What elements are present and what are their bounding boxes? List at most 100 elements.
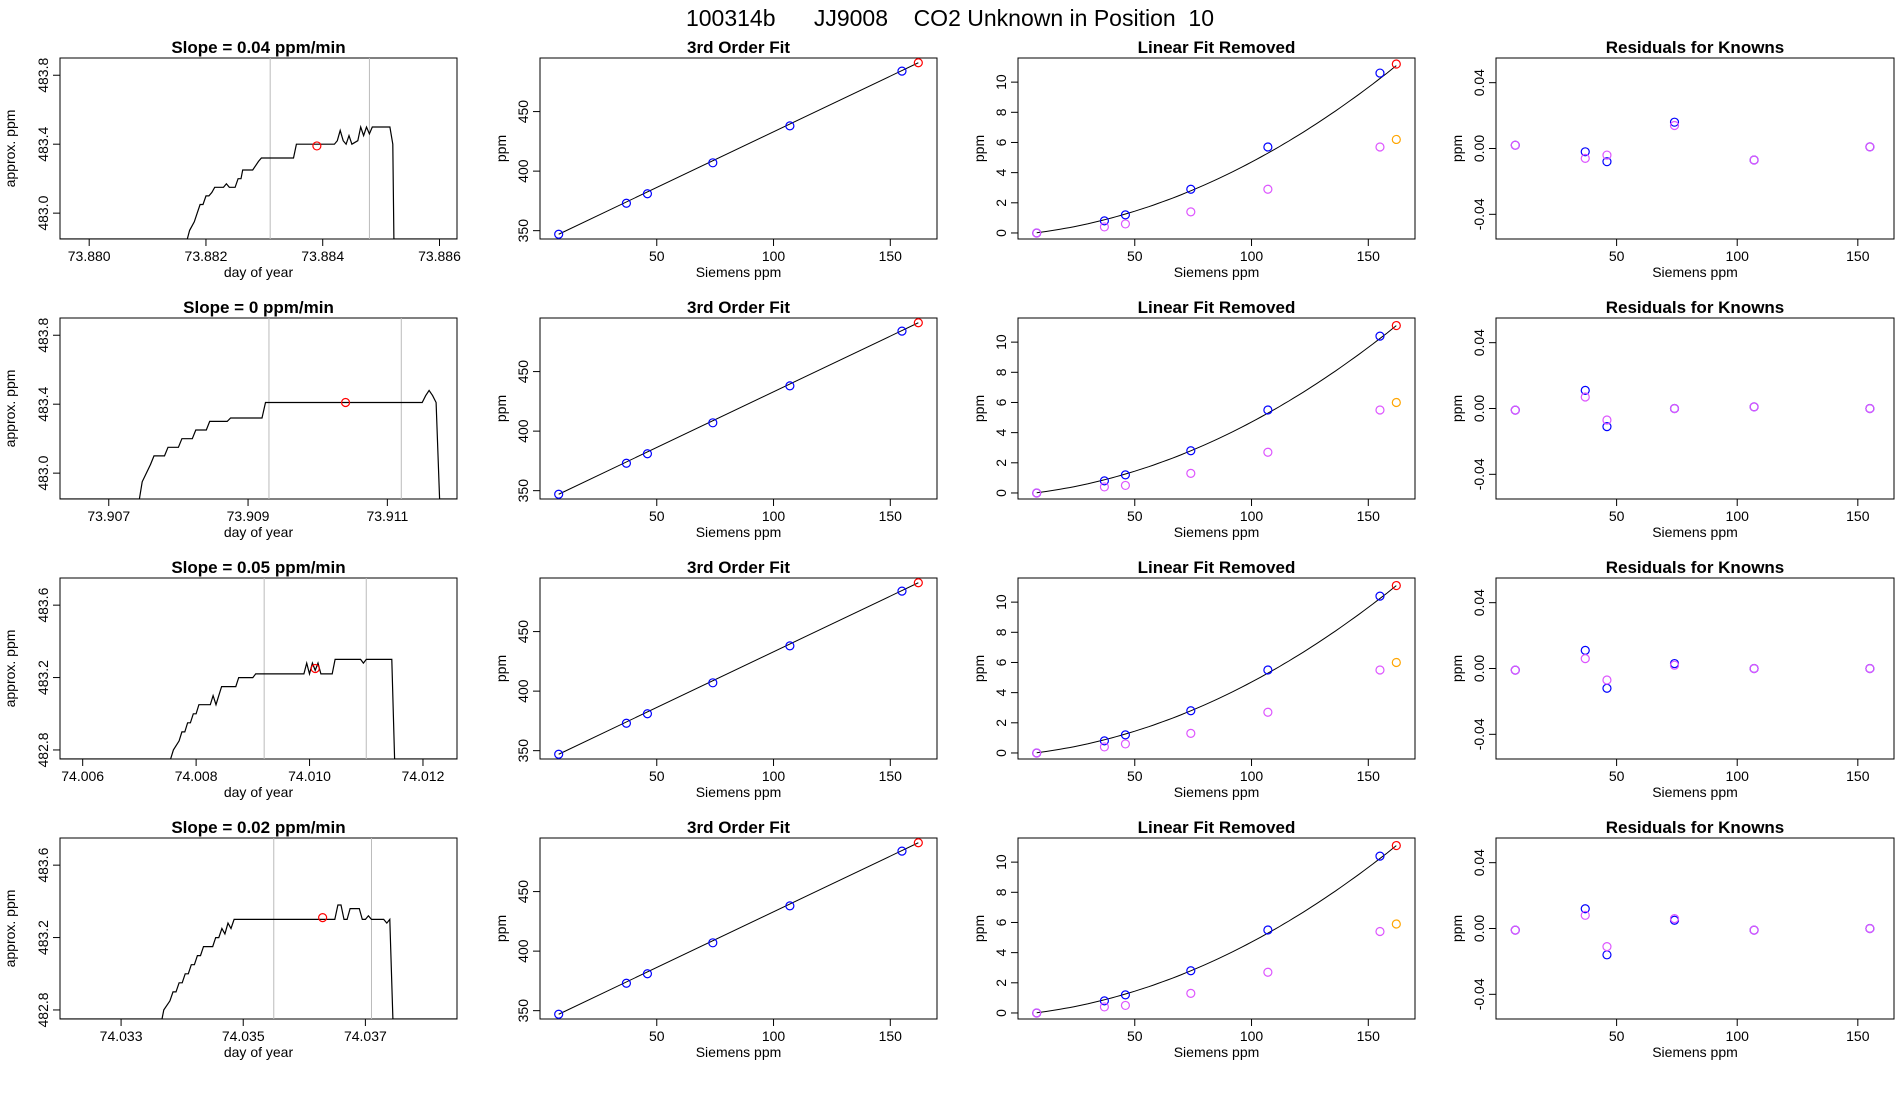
x-axis-label: Siemens ppm xyxy=(1174,264,1260,280)
y-tick-label: 483.2 xyxy=(35,920,51,955)
x-axis-label: Siemens ppm xyxy=(696,784,782,800)
x-tick-label: 73.880 xyxy=(68,248,111,264)
data-point-blue xyxy=(642,449,653,459)
data-point-blue xyxy=(1375,331,1385,341)
y-tick-label: 6 xyxy=(993,138,1009,146)
chart-title: Residuals for Knowns xyxy=(1606,38,1785,57)
y-axis-label: ppm xyxy=(971,915,987,942)
data-point-magenta xyxy=(1375,665,1385,675)
x-tick-label: 150 xyxy=(879,1028,903,1044)
data-point-blue xyxy=(1580,645,1590,656)
y-axis-label: approx. ppm xyxy=(2,630,18,708)
y-tick-label: 10 xyxy=(993,854,1009,870)
y-tick-label: 4 xyxy=(993,169,1009,177)
x-axis-label: Siemens ppm xyxy=(1652,1044,1738,1060)
data-point-magenta xyxy=(1669,660,1680,670)
chart-title: 3rd Order Fit xyxy=(687,38,790,57)
plot-frame xyxy=(1017,317,1416,500)
y-tick-label: 350 xyxy=(515,739,531,763)
ppm-trace-line xyxy=(60,658,457,759)
chart-panel-time-series-1: Slope = 0 ppm/min 73.907 73.909 73.911 483.0… xyxy=(2,298,458,540)
x-axis-label: Siemens ppm xyxy=(1174,1044,1260,1060)
y-tick-label: 0 xyxy=(993,1009,1009,1017)
x-tick-label: 50 xyxy=(649,508,665,524)
y-axis-label: ppm xyxy=(493,915,509,942)
x-tick-label: 50 xyxy=(1127,768,1143,784)
data-point-blue xyxy=(1263,665,1273,675)
data-point-magenta xyxy=(1602,415,1612,425)
x-tick-label: 150 xyxy=(1846,1028,1870,1044)
plot-area xyxy=(1510,904,1875,960)
plot-frame xyxy=(1495,317,1895,500)
data-point-red xyxy=(1391,840,1401,851)
data-point-magenta xyxy=(1032,488,1042,498)
data-point-blue xyxy=(642,189,653,199)
x-tick-label: 73.911 xyxy=(366,508,408,524)
x-axis-label: day of year xyxy=(224,524,294,540)
data-point-blue xyxy=(1602,422,1612,432)
fit-line xyxy=(558,582,919,755)
data-point-red xyxy=(1391,580,1401,591)
y-axis-label: approx. ppm xyxy=(2,110,18,188)
x-tick-label: 50 xyxy=(649,768,665,784)
y-axis-label: approx. ppm xyxy=(2,890,18,968)
data-point-orange xyxy=(1391,657,1401,668)
y-axis-label: ppm xyxy=(1449,915,1465,942)
y-tick-label: 483.0 xyxy=(35,195,51,230)
data-point-blue xyxy=(1263,142,1273,152)
plot-frame xyxy=(1017,57,1416,240)
x-tick-label: 73.884 xyxy=(301,248,344,264)
plot-area xyxy=(60,318,457,499)
data-point-magenta xyxy=(1602,675,1612,685)
x-tick-label: 73.882 xyxy=(185,248,228,264)
x-axis-label: Siemens ppm xyxy=(1174,784,1260,800)
chart-title: Linear Fit Removed xyxy=(1138,818,1296,837)
data-point-magenta xyxy=(1602,941,1612,952)
x-axis-label: Siemens ppm xyxy=(696,1044,782,1060)
y-tick-label: 0.04 xyxy=(1471,589,1487,616)
y-tick-label: 4 xyxy=(993,689,1009,697)
y-tick-label: -0.04 xyxy=(1471,198,1487,230)
data-point-magenta xyxy=(1510,925,1520,935)
data-point-magenta xyxy=(1749,663,1759,674)
x-axis-label: Siemens ppm xyxy=(1174,524,1260,540)
chart-panel-residuals-1: Residuals for Knowns 50 100 150 -0.04 0.00 0.0… xyxy=(1449,298,1895,540)
y-tick-label: 8 xyxy=(993,368,1009,376)
data-point-magenta xyxy=(1263,184,1273,194)
data-point-orange xyxy=(1391,397,1401,408)
x-tick-label: 150 xyxy=(1357,248,1381,264)
x-axis-label: Siemens ppm xyxy=(1652,784,1738,800)
plot-frame xyxy=(539,57,938,240)
x-tick-label: 100 xyxy=(762,508,786,524)
y-tick-label: 0 xyxy=(993,749,1009,757)
y-tick-label: 483.8 xyxy=(35,58,51,93)
x-axis-label: day of year xyxy=(224,784,294,800)
data-point-magenta xyxy=(1375,405,1385,415)
chart-title: Slope = 0 ppm/min xyxy=(183,298,334,317)
y-tick-label: 483.0 xyxy=(35,455,51,490)
data-point-blue xyxy=(785,121,795,131)
y-axis-label: ppm xyxy=(493,395,509,422)
x-tick-label: 150 xyxy=(1846,508,1870,524)
data-point-magenta xyxy=(1865,663,1875,674)
y-tick-label: 450 xyxy=(515,360,531,384)
y-tick-label: 483.4 xyxy=(35,126,51,161)
y-tick-label: 483.6 xyxy=(35,587,51,622)
mean-marker-point xyxy=(318,913,328,923)
plot-area xyxy=(554,318,923,499)
data-point-blue xyxy=(621,718,632,728)
x-tick-label: 50 xyxy=(1609,768,1625,784)
data-point-magenta xyxy=(1510,665,1520,675)
x-tick-label: 100 xyxy=(1726,508,1750,524)
x-tick-label: 150 xyxy=(879,508,903,524)
data-point-red xyxy=(1391,320,1401,331)
x-tick-label: 150 xyxy=(879,248,903,264)
y-tick-label: 10 xyxy=(993,334,1009,350)
plot-area xyxy=(1032,59,1401,238)
plot-area xyxy=(1510,385,1875,432)
plot-area xyxy=(60,58,457,239)
x-tick-label: 100 xyxy=(1240,1028,1264,1044)
data-point-blue xyxy=(785,381,795,391)
data-point-blue xyxy=(642,969,653,979)
chart-title: Linear Fit Removed xyxy=(1138,298,1296,317)
